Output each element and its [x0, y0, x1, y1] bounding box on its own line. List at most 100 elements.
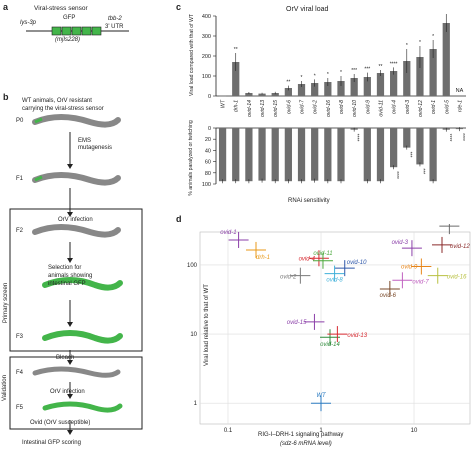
point-ovid-15: ovid-15: [287, 313, 325, 330]
step-mutagenesis: EMS mutagenesis: [78, 138, 113, 151]
step-infection-2: OrV infection: [50, 389, 85, 395]
panel-b-letter: b: [3, 92, 9, 102]
top-tick-label: 200: [202, 54, 211, 60]
plot-frame: [199, 231, 471, 425]
sensor-construct: [24, 18, 144, 58]
panel-b-title-2: carrying the viral-stress sensor: [22, 106, 104, 112]
utr-label-1: tbb-2: [108, 16, 122, 22]
category-label: ovid-5: [444, 100, 450, 114]
point-label: ovid-2: [280, 275, 297, 281]
top-sig-label: **: [234, 47, 238, 53]
worm-f4: [32, 366, 121, 378]
bottom-bar: [429, 128, 437, 182]
worm-f5: [42, 401, 123, 413]
top-sig-label: **: [286, 80, 290, 86]
top-bar: [337, 81, 345, 96]
label-primary-screen: Primary screen: [3, 282, 10, 324]
allele-label: (mjIs228): [55, 37, 81, 43]
point-drh-1: drh-1: [245, 241, 270, 261]
top-bar: [363, 77, 371, 96]
bottom-bar: [297, 128, 306, 182]
worm-f2-green: [42, 277, 123, 291]
bottom-bar: [284, 128, 292, 182]
point-label: ovid-6: [380, 293, 397, 299]
point-label: ovid-4: [299, 256, 316, 262]
category-label: ovid-11: [378, 100, 384, 117]
panel-a-letter: a: [3, 2, 9, 12]
gen-f3: F3: [16, 334, 24, 340]
panel-d-letter: d: [176, 214, 182, 224]
category-label: ovid-4: [392, 100, 398, 114]
point-ovid-7: ovid-7: [392, 272, 429, 289]
top-bar: [390, 71, 398, 96]
category-label: drh-1: [234, 100, 240, 112]
point-ovid-6: ovid-6: [380, 280, 400, 299]
top-bar: [324, 82, 332, 96]
top-bar: [416, 57, 424, 96]
top-bar: [429, 49, 437, 96]
top-sig-label: *: [432, 34, 434, 40]
category-label: ovid-12: [418, 100, 424, 117]
step-selection-3: intestinal GFP: [48, 281, 86, 287]
top-sig-label: *: [301, 75, 303, 81]
point-label: ovid-9: [401, 265, 418, 271]
worm-f1: [32, 172, 121, 186]
top-tick-label: 300: [202, 34, 211, 40]
bottom-sig-label: ****: [459, 133, 465, 141]
bottom-tick-label: 80: [205, 171, 211, 177]
utr-label-2: 3' UTR: [105, 24, 124, 30]
panel-d-xlabel-1: RIG-I–DRH-1 signaling pathway: [258, 432, 344, 438]
panel-c-title: OrV viral load: [286, 6, 329, 13]
bottom-tick-label: 0: [208, 126, 211, 132]
point-label: ovid-7: [412, 279, 429, 285]
bottom-bar: [403, 128, 411, 148]
category-label: ovid-3: [405, 100, 411, 114]
worm-f2: [32, 224, 121, 238]
top-sig-label: *: [314, 73, 316, 79]
category-label: ovid-9: [365, 100, 371, 114]
category-label: ovid-6: [286, 100, 292, 114]
top-bar: [403, 61, 411, 96]
point-ovid-9: ovid-9: [401, 258, 432, 275]
step-scoring: Intestinal GFP scoring: [22, 440, 81, 446]
point-label: ovid-1: [220, 230, 236, 236]
bottom-bar: [376, 128, 385, 182]
category-label: ovid-1: [431, 100, 437, 114]
step-selection-2: animals showing: [48, 273, 93, 279]
step-infection: OrV infection: [58, 217, 93, 223]
bottom-bar: [337, 128, 345, 182]
category-label: ovid-2: [313, 100, 319, 114]
step-selection-1: Selection for: [48, 265, 82, 271]
top-bar: [284, 88, 292, 96]
top-sig-label: *: [419, 40, 421, 46]
bottom-tick-label: 20: [205, 137, 211, 143]
bottom-bar: [324, 128, 332, 182]
point-ovid-12: ovid-12: [432, 236, 470, 253]
point-label: ovid-13: [347, 333, 367, 339]
point-label: ovid-14: [320, 342, 340, 348]
bottom-tick-label: 40: [205, 148, 211, 154]
bottom-tick-label: 60: [205, 160, 211, 166]
top-bar: [376, 73, 385, 96]
top-bar: [232, 62, 240, 96]
gen-f4: F4: [16, 370, 24, 376]
category-label: ovid-10: [352, 100, 358, 117]
bottom-bar: [271, 128, 279, 182]
top-sig-label: ***: [364, 67, 370, 73]
promoter-label: lys-3p: [20, 20, 37, 26]
top-sig-label: **: [379, 64, 383, 70]
category-label: WT: [221, 99, 227, 108]
top-bar: [297, 84, 306, 96]
top-sig-label: ***: [351, 68, 357, 74]
category-label: ovid-7: [300, 99, 306, 114]
gen-f1: F1: [16, 176, 24, 182]
point-ovid-13: ovid-13: [327, 326, 368, 343]
panel-d-xlabel-2: (sdz-6 mRNA level): [280, 441, 332, 447]
x-tick-label: 1: [319, 428, 323, 432]
top-tick-label: 0: [208, 94, 211, 100]
top-sig-label: *: [327, 72, 329, 78]
bottom-sig-label: ****: [354, 134, 360, 142]
category-label: ovid-13: [260, 100, 266, 117]
bottom-sig-label: ***: [406, 152, 412, 158]
point-WT: WT: [311, 393, 332, 412]
